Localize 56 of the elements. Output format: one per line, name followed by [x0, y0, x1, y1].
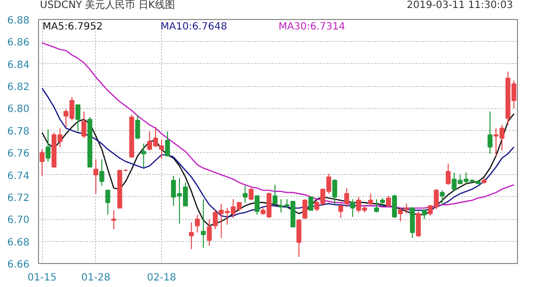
x-tick-label: 02-18	[147, 272, 176, 284]
y-tick-label: 6.72	[7, 192, 30, 204]
candlestick	[398, 208, 403, 222]
candlestick	[105, 190, 110, 216]
candlestick	[308, 196, 314, 211]
candlestick	[40, 148, 45, 176]
candlestick	[386, 195, 391, 208]
candlestick	[350, 198, 356, 218]
y-tick-label: 6.76	[7, 148, 30, 160]
candlestick	[194, 214, 200, 233]
candlestick	[440, 190, 445, 206]
y-tick-label: 6.74	[7, 170, 30, 182]
candlestick	[93, 158, 98, 194]
candlestick	[248, 188, 254, 201]
x-tick-label: 01-15	[28, 272, 57, 284]
y-tick-label: 6.84	[7, 60, 30, 71]
text: MA5:6.7952	[42, 22, 103, 32]
y-tick-label: 6.88	[7, 16, 30, 26]
y-tick-label: 6.82	[7, 82, 30, 94]
candlestick	[81, 111, 86, 139]
candlestick	[254, 195, 260, 216]
line-series	[41, 88, 515, 218]
candlestick	[446, 163, 451, 186]
candlestick	[135, 114, 140, 140]
y-tick-label: 6.86	[7, 38, 30, 49]
candlestick	[188, 222, 194, 250]
candlestick	[404, 203, 409, 214]
candlestick	[416, 210, 421, 238]
text: MA30:6.7314	[278, 22, 346, 32]
candlestick	[344, 188, 350, 208]
y-tick-label: 6.78	[7, 126, 30, 138]
candlestick	[165, 131, 170, 156]
candlestick	[242, 185, 248, 203]
candlestick	[46, 128, 50, 162]
candlestick	[200, 198, 206, 248]
y-tick-label: 6.70	[7, 215, 30, 226]
candlestick	[368, 193, 374, 206]
text: MA10:6.7648	[160, 22, 228, 32]
candlestick	[488, 111, 492, 154]
candlestick	[338, 203, 344, 219]
candlestick	[302, 198, 308, 220]
candlestick	[332, 178, 338, 206]
x-tick-label: 01-28	[81, 272, 110, 284]
candlestick	[75, 104, 80, 132]
y-tick-label: 6.66	[7, 260, 30, 270]
candlestick	[296, 218, 302, 258]
y-tick-label: 6.80	[7, 104, 30, 116]
candlestick	[272, 184, 278, 204]
y-tick-label: 6.68	[7, 237, 30, 248]
candlestick	[374, 198, 379, 213]
candlestick	[206, 218, 212, 246]
candlestick	[141, 143, 146, 168]
candlestick	[99, 158, 104, 186]
text: 2019-03-11 11:30:03	[406, 0, 513, 12]
candlestick	[111, 210, 116, 230]
candlestick	[392, 194, 397, 219]
